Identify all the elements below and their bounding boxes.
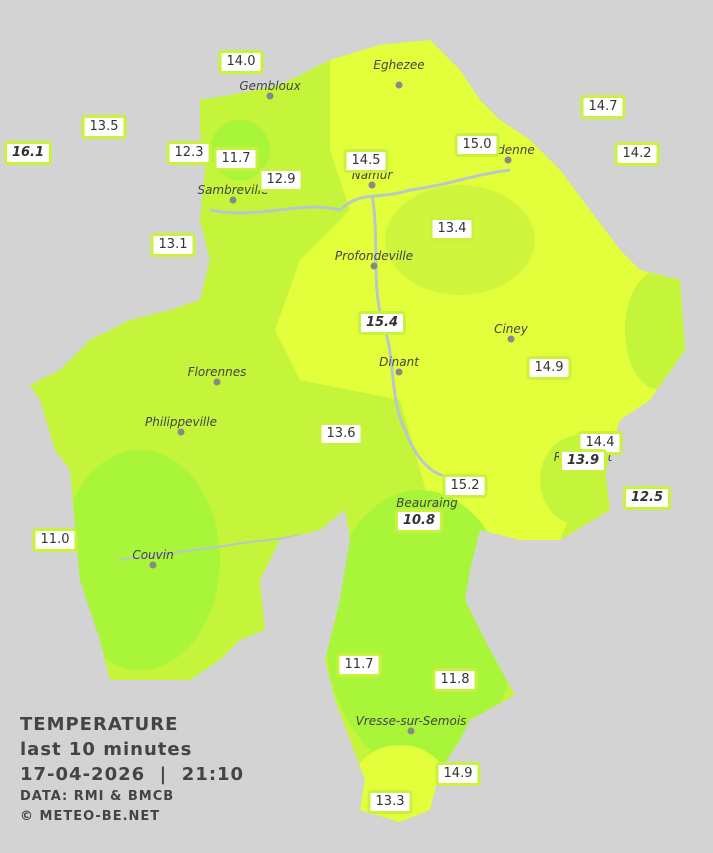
- station-value: 13.6: [318, 422, 364, 446]
- station-value: 13.4: [429, 217, 475, 241]
- place-name: Florennes: [187, 365, 247, 379]
- station-value: 14.7: [580, 95, 626, 119]
- legend-period: last 10 minutes: [20, 739, 193, 760]
- legend-copyright: © METEO-BE.NET: [20, 809, 161, 824]
- place-name: Profondeville: [334, 249, 414, 263]
- station-value: 14.2: [614, 142, 660, 166]
- place-dot: [229, 196, 237, 204]
- place-name: Sambreville: [197, 183, 269, 197]
- place-name: Ciney: [494, 322, 528, 336]
- place-dot: [177, 428, 185, 436]
- station-value: 13.3: [367, 790, 413, 814]
- legend-title: TEMPERATURE: [20, 714, 179, 735]
- place-name: Couvin: [132, 548, 174, 562]
- station-value: 11.7: [213, 147, 259, 171]
- station-value: 11.8: [432, 668, 478, 692]
- station-value: 13.9: [558, 449, 608, 473]
- place-name: Vresse-sur-Semois: [355, 714, 467, 728]
- station-value: 12.9: [258, 168, 304, 192]
- station-value: 13.1: [150, 233, 196, 257]
- place-name: Beauraing: [396, 496, 458, 510]
- station-value: 11.7: [336, 653, 382, 677]
- station-value: 13.5: [81, 115, 127, 139]
- place-dot: [266, 92, 274, 100]
- station-value: 15.4: [357, 311, 407, 335]
- place-dot: [149, 561, 157, 569]
- station-value: 15.0: [454, 133, 500, 157]
- legend-source: DATA: RMI & BMCB: [20, 789, 175, 804]
- place-name: Eghezee: [373, 58, 425, 72]
- place-dot: [407, 727, 415, 735]
- station-value: 10.8: [394, 509, 444, 533]
- place-dot: [507, 335, 515, 343]
- place-dot: [504, 156, 512, 164]
- station-value: 14.9: [526, 356, 572, 380]
- legend: TEMPERATURE last 10 minutes 17-04-2026 |…: [20, 712, 244, 827]
- station-value: 14.5: [343, 149, 389, 173]
- place-dot: [370, 262, 378, 270]
- place-name: Gembloux: [239, 79, 301, 93]
- station-value: 12.5: [622, 486, 672, 510]
- place-dot: [368, 181, 376, 189]
- place-name: Philippeville: [145, 415, 217, 429]
- station-value: 16.1: [3, 141, 53, 165]
- place-dot: [395, 81, 403, 89]
- place-name: Dinant: [379, 355, 419, 369]
- station-value: 15.2: [442, 474, 488, 498]
- legend-timestamp: 17-04-2026 | 21:10: [20, 764, 245, 785]
- station-value: 14.0: [218, 50, 264, 74]
- station-value: 12.3: [166, 141, 212, 165]
- station-value: 11.0: [32, 528, 78, 552]
- place-dot: [213, 378, 221, 386]
- station-value: 14.9: [435, 762, 481, 786]
- place-dot: [395, 368, 403, 376]
